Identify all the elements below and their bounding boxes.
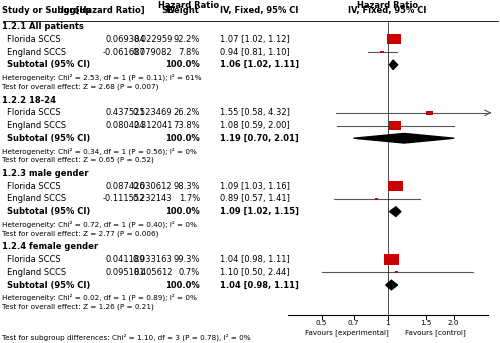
Text: 0.94 [0.81, 1.10]: 0.94 [0.81, 1.10] — [220, 48, 290, 57]
Text: 1.5: 1.5 — [420, 320, 432, 326]
Text: 100.0%: 100.0% — [165, 281, 200, 289]
Text: 0.095181: 0.095181 — [106, 268, 145, 277]
Text: -0.061687: -0.061687 — [102, 48, 145, 57]
Text: Florida SCCS: Florida SCCS — [6, 108, 60, 117]
Text: SE: SE — [161, 7, 172, 15]
Text: Test for overall effect: Z = 2.77 (P = 0.006): Test for overall effect: Z = 2.77 (P = 0… — [2, 230, 159, 237]
Text: 92.2%: 92.2% — [174, 35, 200, 44]
Text: 1.09 [1.03, 1.16]: 1.09 [1.03, 1.16] — [220, 182, 290, 191]
Text: 100.0%: 100.0% — [165, 60, 200, 69]
Text: Subtotal (95% CI): Subtotal (95% CI) — [6, 60, 90, 69]
Text: 100.0%: 100.0% — [165, 134, 200, 143]
Text: 99.3%: 99.3% — [174, 255, 200, 264]
Text: 0.89 [0.57, 1.41]: 0.89 [0.57, 1.41] — [220, 194, 290, 203]
Polygon shape — [354, 133, 454, 143]
Text: Study or Subgroup: Study or Subgroup — [2, 7, 92, 15]
Text: 73.8%: 73.8% — [174, 121, 200, 130]
Text: England SCCS: England SCCS — [6, 194, 66, 203]
Text: 0.033163: 0.033163 — [132, 255, 172, 264]
Polygon shape — [386, 280, 398, 290]
Text: 7.8%: 7.8% — [178, 48, 200, 57]
Bar — [387, 34, 402, 45]
Text: 1.7%: 1.7% — [179, 194, 200, 203]
Bar — [380, 51, 384, 54]
Text: Test for overall effect: Z = 0.65 (P = 0.52): Test for overall effect: Z = 0.65 (P = 0… — [2, 157, 154, 163]
Text: Favours [control]: Favours [control] — [405, 329, 466, 336]
Text: Florida SCCS: Florida SCCS — [6, 255, 60, 264]
Text: Heterogeneity: Chi² = 0.34, df = 1 (P = 0.56); I² = 0%: Heterogeneity: Chi² = 0.34, df = 1 (P = … — [2, 147, 198, 155]
Text: 1.08 [0.59, 2.00]: 1.08 [0.59, 2.00] — [220, 121, 290, 130]
Bar — [388, 181, 404, 191]
Polygon shape — [390, 60, 398, 70]
Text: Florida SCCS: Florida SCCS — [6, 35, 60, 44]
Text: Florida SCCS: Florida SCCS — [6, 182, 60, 191]
Text: 1.07 [1.02, 1.12]: 1.07 [1.02, 1.12] — [220, 35, 290, 44]
Text: Subtotal (95% CI): Subtotal (95% CI) — [6, 207, 90, 216]
Text: 98.3%: 98.3% — [174, 182, 200, 191]
Text: 1.04 [0.98, 1.11]: 1.04 [0.98, 1.11] — [220, 255, 290, 264]
Text: 1.04 [0.98, 1.11]: 1.04 [0.98, 1.11] — [220, 281, 299, 289]
Text: log[Hazard Ratio]: log[Hazard Ratio] — [62, 7, 145, 15]
Bar — [375, 198, 378, 200]
Text: 1.19 [0.70, 2.01]: 1.19 [0.70, 2.01] — [220, 134, 299, 143]
Text: Heterogeneity: Chi² = 0.72, df = 1 (P = 0.40); I² = 0%: Heterogeneity: Chi² = 0.72, df = 1 (P = … — [2, 221, 198, 228]
Text: 0.041189: 0.041189 — [106, 255, 145, 264]
Text: Heterogeneity: Chi² = 0.02, df = 1 (P = 0.89); I² = 0%: Heterogeneity: Chi² = 0.02, df = 1 (P = … — [2, 294, 198, 301]
Text: 0.312041: 0.312041 — [133, 121, 172, 130]
Text: 1.2.2 18-24: 1.2.2 18-24 — [2, 96, 56, 105]
Text: England SCCS: England SCCS — [6, 48, 66, 57]
Text: IV, Fixed, 95% CI: IV, Fixed, 95% CI — [348, 7, 426, 15]
Text: 0.5: 0.5 — [316, 320, 328, 326]
Text: 1.09 [1.02, 1.15]: 1.09 [1.02, 1.15] — [220, 207, 299, 216]
Text: 0.080424: 0.080424 — [106, 121, 145, 130]
Bar — [395, 271, 398, 273]
Text: England SCCS: England SCCS — [6, 121, 66, 130]
Text: 0.7: 0.7 — [348, 320, 360, 326]
Text: 26.2%: 26.2% — [174, 108, 200, 117]
Text: Test for overall effect: Z = 1.26 (P = 0.21): Test for overall effect: Z = 1.26 (P = 0… — [2, 304, 154, 310]
Text: 0.022959: 0.022959 — [133, 35, 172, 44]
Text: Favours [experimental]: Favours [experimental] — [304, 329, 388, 336]
Text: 2.0: 2.0 — [448, 320, 460, 326]
Text: Hazard Ratio: Hazard Ratio — [158, 1, 220, 10]
Text: 0.087426: 0.087426 — [105, 182, 145, 191]
Text: Heterogeneity: Chi² = 2.53, df = 1 (P = 0.11); I² = 61%: Heterogeneity: Chi² = 2.53, df = 1 (P = … — [2, 74, 202, 81]
Text: England SCCS: England SCCS — [6, 268, 66, 277]
Polygon shape — [390, 207, 401, 216]
Text: 0.405612: 0.405612 — [133, 268, 172, 277]
Bar — [384, 255, 399, 265]
Text: 1.2.4 female gender: 1.2.4 female gender — [2, 243, 98, 251]
Text: 1.2.3 male gender: 1.2.3 male gender — [2, 169, 89, 178]
Text: 0.069384: 0.069384 — [105, 35, 145, 44]
Text: 0.030612: 0.030612 — [133, 182, 172, 191]
Text: 1.10 [0.50, 2.44]: 1.10 [0.50, 2.44] — [220, 268, 290, 277]
Text: 0.232143: 0.232143 — [133, 194, 172, 203]
Text: Weight: Weight — [166, 7, 200, 15]
Text: 0.7%: 0.7% — [179, 268, 200, 277]
Text: 0.437521: 0.437521 — [106, 108, 145, 117]
Text: 100.0%: 100.0% — [165, 207, 200, 216]
Text: -0.111552: -0.111552 — [102, 194, 145, 203]
Bar — [426, 111, 432, 115]
Text: Subtotal (95% CI): Subtotal (95% CI) — [6, 134, 90, 143]
Text: Hazard Ratio: Hazard Ratio — [357, 1, 418, 10]
Text: 1.2.1 All patients: 1.2.1 All patients — [2, 22, 84, 31]
Text: IV, Fixed, 95% CI: IV, Fixed, 95% CI — [220, 7, 298, 15]
Bar — [389, 121, 401, 130]
Text: 0.079082: 0.079082 — [133, 48, 172, 57]
Text: 0.523469: 0.523469 — [133, 108, 172, 117]
Text: Subtotal (95% CI): Subtotal (95% CI) — [6, 281, 90, 289]
Text: 1: 1 — [386, 320, 390, 326]
Text: Test for subgroup differences: Chi² = 1.10, df = 3 (P = 0.78), I² = 0%: Test for subgroup differences: Chi² = 1.… — [2, 333, 251, 341]
Text: 1.06 [1.02, 1.11]: 1.06 [1.02, 1.11] — [220, 60, 299, 69]
Text: 1.55 [0.58, 4.32]: 1.55 [0.58, 4.32] — [220, 108, 290, 117]
Text: Test for overall effect: Z = 2.68 (P = 0.007): Test for overall effect: Z = 2.68 (P = 0… — [2, 84, 159, 90]
